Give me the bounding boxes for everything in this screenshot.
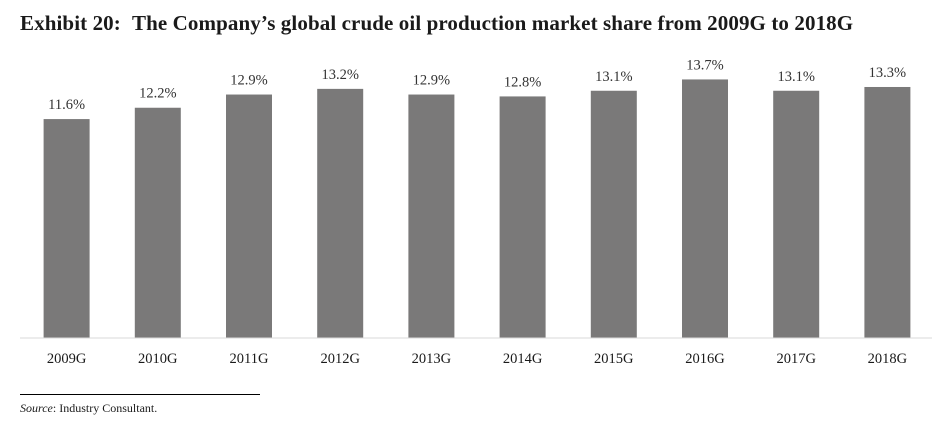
exhibit-title: Exhibit 20: The Company’s global crude oi… — [20, 11, 853, 36]
value-label-2012G: 13.2% — [321, 67, 358, 83]
source-text: : Industry Consultant. — [52, 401, 158, 415]
bar-2015G — [590, 90, 637, 339]
x-tick-2014G: 2014G — [503, 351, 543, 367]
value-label-2018G: 13.3% — [869, 65, 906, 81]
bar-2016G — [682, 79, 728, 339]
bar-2018G — [864, 86, 911, 338]
source-divider — [20, 394, 260, 395]
x-tick-2018G: 2018G — [868, 351, 908, 367]
source-note: Source: Industry Consultant. — [20, 401, 157, 416]
value-label-2011G: 12.9% — [230, 73, 267, 89]
source-prefix: Source — [20, 401, 53, 415]
x-tick-2009G: 2009G — [47, 351, 87, 367]
value-labels-group: 11.6% 12.2% 12.9% 13.2% 12.9% 12.8% 13.1% 13.7%… — [48, 57, 906, 113]
bar-2012G — [317, 88, 364, 339]
bar-chart: 11.6% 12.2% 12.9% 13.2% 12.9% 12.8% 13.1% 13.7%… — [20, 57, 932, 367]
x-tick-2013G: 2013G — [412, 351, 452, 367]
bar-2011G — [226, 94, 272, 338]
value-label-2015G: 13.1% — [595, 69, 632, 85]
value-label-2016G: 13.7% — [686, 57, 723, 73]
bar-2017G — [773, 90, 820, 339]
bar-2013G — [408, 94, 455, 338]
value-label-2009G: 11.6% — [48, 97, 85, 113]
x-tick-2011G: 2011G — [230, 351, 269, 367]
value-label-2014G: 12.8% — [504, 74, 541, 90]
x-tick-2016G: 2016G — [685, 351, 725, 367]
chart-title: The Company’s global crude oil productio… — [132, 11, 854, 35]
value-label-2017G: 13.1% — [777, 69, 814, 85]
value-label-2013G: 12.9% — [413, 73, 450, 89]
x-tick-2012G: 2012G — [320, 351, 360, 367]
value-label-2010G: 12.2% — [139, 86, 176, 102]
x-tick-2017G: 2017G — [776, 351, 816, 367]
bar-2010G — [134, 107, 181, 338]
x-tick-2010G: 2010G — [138, 351, 178, 367]
exhibit-label: Exhibit 20: — [20, 11, 121, 35]
x-tick-2015G: 2015G — [594, 351, 634, 367]
x-tick-labels-group: 2009G 2010G 2011G 2012G 2013G 2014G 2015G 2016G… — [47, 351, 908, 367]
bar-2014G — [499, 96, 546, 338]
bar-2009G — [43, 119, 90, 338]
bars-group — [43, 79, 911, 339]
